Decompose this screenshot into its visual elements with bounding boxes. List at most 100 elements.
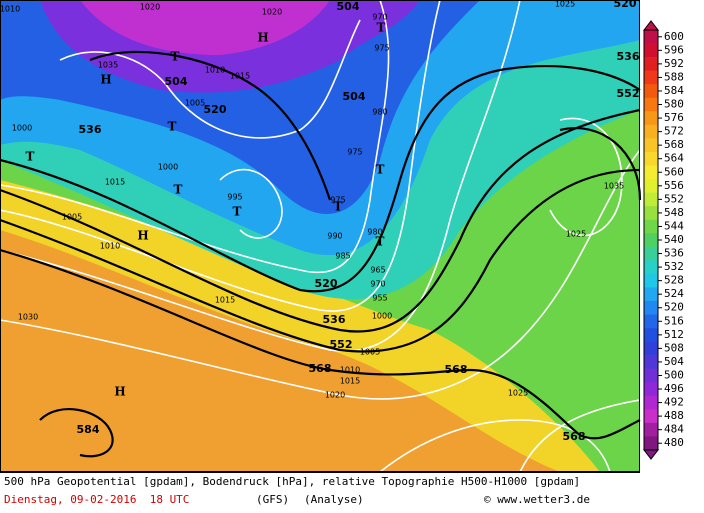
- isobar-label: 1035: [98, 61, 118, 70]
- colorbar-label: 504: [664, 355, 684, 368]
- colorbar-label: 572: [664, 125, 684, 138]
- colorbar-label: 560: [664, 165, 684, 178]
- caption-date: Dienstag, 09-02-2016 18 UTC: [4, 493, 189, 506]
- colorbar-label: 544: [664, 219, 684, 232]
- isobars: [0, 0, 641, 473]
- isobar-label: 1025: [508, 389, 528, 398]
- pressure-center: H: [257, 31, 268, 45]
- pressure-center: T: [376, 163, 385, 177]
- colorbar-swatch: [644, 260, 658, 275]
- colorbar-swatch: [644, 206, 658, 220]
- colorbar-swatch: [644, 436, 658, 451]
- isobar-label: 1025: [566, 230, 586, 239]
- colorbar-label: 576: [664, 111, 684, 124]
- colorbar-label: 492: [664, 396, 684, 409]
- isobar-label: 980: [367, 228, 382, 237]
- geopotential-label: 520: [315, 277, 338, 290]
- pressure-center: H: [137, 229, 148, 243]
- colorbar-label: 552: [664, 192, 684, 205]
- isobar-label: 1020: [325, 391, 345, 400]
- colorbar-label: 520: [664, 301, 684, 314]
- colorbar-swatch: [644, 138, 658, 153]
- colorbar-swatch: [644, 287, 658, 302]
- pressure-center: T: [334, 200, 343, 214]
- colorbar-swatch: [644, 219, 658, 234]
- geopotential-label: 536: [617, 50, 640, 63]
- caption-credit: © www.wetter3.de: [484, 493, 590, 506]
- colorbar-swatch: [644, 192, 658, 207]
- colorbar-swatch: [644, 368, 658, 383]
- colorbar-frame: [643, 29, 659, 451]
- pressure-center: T: [174, 183, 183, 197]
- geopotential-label: 504: [343, 90, 366, 103]
- isobar-label: 1010: [100, 242, 120, 251]
- isobar-label: 1035: [604, 182, 624, 191]
- geopotential-label: 552: [330, 338, 353, 351]
- colorbar-swatch: [644, 84, 658, 99]
- colorbar-label: 584: [664, 84, 684, 97]
- colorbar-label: 564: [664, 152, 684, 165]
- colorbar-swatch: [644, 97, 658, 112]
- isobar-label: 970: [372, 13, 387, 22]
- colorbar-label: 528: [664, 274, 684, 287]
- pressure-center: T: [171, 50, 180, 64]
- colorbar-label: 524: [664, 287, 684, 300]
- colorbar-label: 596: [664, 43, 684, 56]
- caption-run: (Analyse): [304, 493, 364, 506]
- isobar-label: 1005: [185, 99, 205, 108]
- pressure-center: T: [376, 235, 385, 249]
- colorbar-label: 536: [664, 247, 684, 260]
- isobar-label: 975: [374, 44, 389, 53]
- isobar-label: 1010: [0, 5, 20, 14]
- colorbar-swatch: [644, 165, 658, 180]
- map: 504 504 520 536 504 520 536 552 568 568 584 568 552 5…: [0, 0, 642, 473]
- isobar-label: 1020: [140, 3, 160, 12]
- pressure-center: T: [233, 205, 242, 219]
- geopotential-label: 568: [309, 362, 332, 375]
- colorbar: 6005965925885845805765725685645605565525…: [642, 20, 684, 460]
- isobar-label: 1015: [105, 178, 125, 187]
- isobar-label: 990: [327, 232, 342, 241]
- pressure-center: H: [114, 385, 125, 399]
- colorbar-swatch: [644, 409, 658, 424]
- isobar-label: 1030: [18, 313, 38, 322]
- geopotential-label: 552: [617, 87, 640, 100]
- colorbar-label: 480: [664, 436, 684, 449]
- isobar-label: 1020: [262, 8, 282, 17]
- colorbar-swatch: [644, 328, 658, 342]
- pressure-center: T: [377, 21, 386, 35]
- colorbar-arrow-bottom: [642, 449, 660, 460]
- isobar-label: 1010: [340, 366, 360, 375]
- colorbar-label: 556: [664, 179, 684, 192]
- isobar-label: 1005: [62, 213, 82, 222]
- colorbar-label: 532: [664, 260, 684, 273]
- colorbar-label: 548: [664, 206, 684, 219]
- geopotential-label: 520: [614, 0, 637, 10]
- colorbar-swatch: [644, 246, 658, 261]
- isobar-label: 1015: [230, 72, 250, 81]
- colorbar-label: 488: [664, 409, 684, 422]
- geopotential-label: 568: [445, 363, 468, 376]
- geopotential-label: 504: [337, 0, 360, 13]
- isobar-label: 985: [335, 252, 350, 261]
- pressure-center: H: [100, 73, 111, 87]
- colorbar-label: 580: [664, 98, 684, 111]
- colorbar-label: 496: [664, 382, 684, 395]
- colorbar-label: 600: [664, 30, 684, 43]
- colorbar-label: 512: [664, 328, 684, 341]
- isobar-label: 970: [370, 280, 385, 289]
- colorbar-swatch: [644, 273, 658, 288]
- isobar-label: 1000: [372, 312, 392, 321]
- isobar-label: 1000: [158, 163, 178, 172]
- pressure-center: T: [168, 120, 177, 134]
- isobar-label: 1000: [12, 124, 32, 133]
- caption-model: (GFS): [256, 493, 289, 506]
- colorbar-swatch: [644, 30, 658, 44]
- colorbar-swatch: [644, 422, 658, 437]
- colorbar-swatch: [644, 314, 658, 329]
- isobar-label: 1025: [555, 0, 575, 9]
- map-labels: 504 504 520 536 504 520 536 552 568 568 584 568 552 5…: [0, 0, 640, 443]
- colorbar-label: 484: [664, 423, 684, 436]
- isobar-label: 1015: [215, 296, 235, 305]
